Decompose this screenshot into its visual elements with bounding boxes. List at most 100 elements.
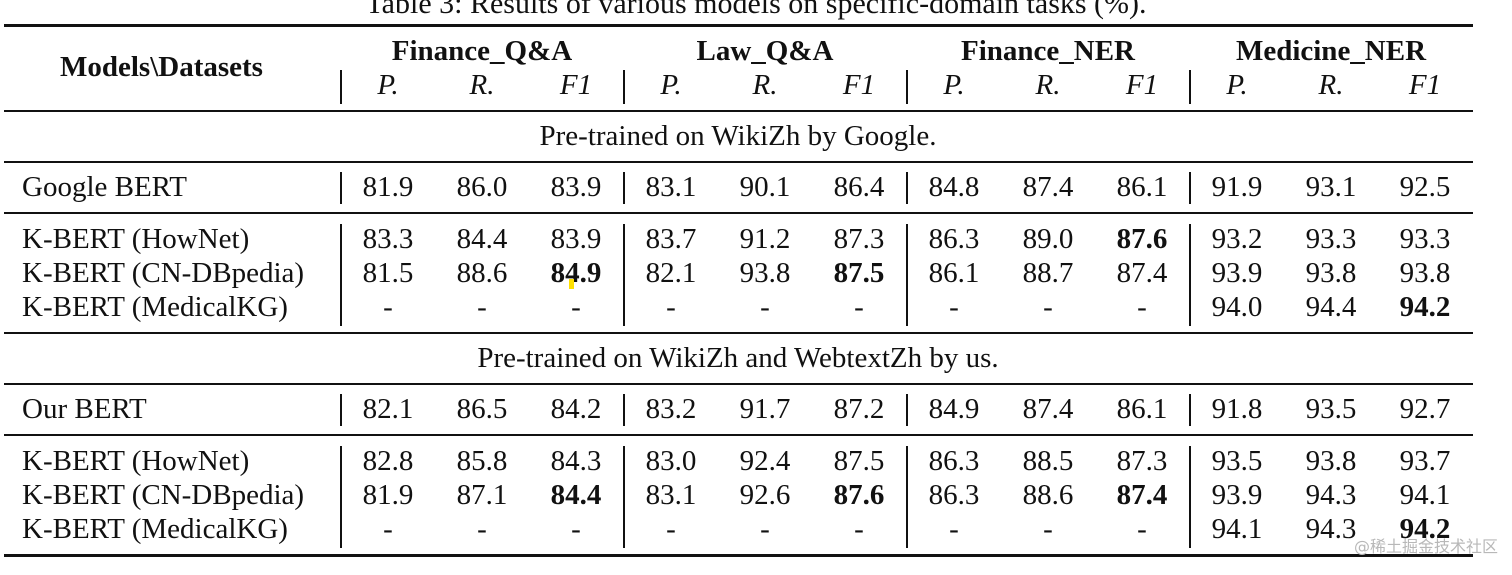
table-rule (4, 24, 1473, 27)
table-rule (4, 434, 1473, 436)
table-cell-value: 83.9 (550, 171, 602, 203)
table-cell-value: 82.8 (362, 445, 414, 477)
table-cell-value: 94.0 (1211, 291, 1263, 323)
table-cell-value: - (571, 513, 581, 545)
dataset-group-header: Medicine_NER (1235, 35, 1427, 67)
table-cell-value: 87.5 (833, 445, 885, 477)
table-rule (4, 554, 1473, 557)
table-cell-value: 86.1 (1116, 393, 1168, 425)
metric-header: R. (1035, 69, 1061, 101)
model-name: Google BERT (22, 171, 187, 203)
table-cell-value: - (1137, 513, 1147, 545)
column-separator (1189, 394, 1191, 426)
column-separator (340, 446, 342, 548)
column-separator (1189, 70, 1191, 104)
table-cell-value: 84.3 (550, 445, 602, 477)
table-cell-value: 82.1 (645, 257, 697, 289)
table-cell-value: 88.6 (456, 257, 508, 289)
table-cell-value: 91.2 (739, 223, 791, 255)
table-cell-value: 87.3 (833, 223, 885, 255)
table-cell-value: 91.9 (1211, 171, 1263, 203)
column-separator (340, 224, 342, 326)
table-cell-value: 92.6 (739, 479, 791, 511)
model-name: K-BERT (HowNet) (22, 445, 250, 477)
column-separator (623, 446, 625, 548)
table-cell-value: 86.4 (833, 171, 885, 203)
table-cell-value: 87.4 (1022, 171, 1074, 203)
table-cell-value: - (854, 513, 864, 545)
table-cell-value: 83.3 (362, 223, 414, 255)
table-cell-value: 83.2 (645, 393, 697, 425)
table-cell-value: 86.1 (928, 257, 980, 289)
column-separator (340, 172, 342, 204)
table-cell-value: - (760, 291, 770, 323)
column-separator (1189, 224, 1191, 326)
table-cell-value: - (666, 513, 676, 545)
table-cell-value: 94.2 (1399, 291, 1451, 323)
highlight-mark (569, 279, 574, 289)
metric-header: P. (377, 69, 399, 101)
metric-header: F1 (1125, 69, 1159, 101)
table-cell-value: 83.7 (645, 223, 697, 255)
table-cell-value: 81.9 (362, 479, 414, 511)
table-cell-value: 94.1 (1399, 479, 1451, 511)
model-name: K-BERT (HowNet) (22, 223, 250, 255)
models-datasets-header: Models\Datasets (60, 51, 263, 83)
table-cell-value: 83.1 (645, 479, 697, 511)
dataset-group-header: Finance_Q&A (391, 35, 573, 67)
table-cell-value: 91.8 (1211, 393, 1263, 425)
column-separator (906, 446, 908, 548)
table-cell-value: 94.2 (1399, 513, 1451, 545)
column-separator (906, 394, 908, 426)
table-cell-value: 83.9 (550, 223, 602, 255)
model-name: K-BERT (CN-DBpedia) (22, 479, 305, 511)
table-cell-value: 81.5 (362, 257, 414, 289)
section-label: Pre-trained on WikiZh and WebtextZh by u… (477, 342, 999, 374)
table-cell-value: 87.4 (1116, 479, 1168, 511)
table-cell-value: 86.3 (928, 445, 980, 477)
table-cell-value: - (949, 513, 959, 545)
table-cell-value: 87.3 (1116, 445, 1168, 477)
table-cell-value: 93.1 (1305, 171, 1357, 203)
table-cell-value: 84.4 (550, 479, 602, 511)
table-cell-value: 93.8 (739, 257, 791, 289)
table-caption: Table 3: Results of various models on sp… (365, 0, 1147, 20)
table-cell-value: 88.6 (1022, 479, 1074, 511)
table-cell-value: 94.1 (1211, 513, 1263, 545)
table-cell-value: 93.8 (1305, 445, 1357, 477)
table-cell-value: 84.9 (928, 393, 980, 425)
column-separator (1189, 172, 1191, 204)
table-cell-value: - (949, 291, 959, 323)
table-cell-value: 84.9 (550, 257, 602, 289)
column-separator (340, 70, 342, 104)
table-cell-value: - (383, 513, 393, 545)
table-cell-value: 88.5 (1022, 445, 1074, 477)
table-rule (4, 383, 1473, 385)
table-cell-value: 93.9 (1211, 257, 1263, 289)
section-label: Pre-trained on WikiZh by Google. (539, 120, 937, 152)
table-cell-value: - (477, 513, 487, 545)
column-separator (623, 172, 625, 204)
table-cell-value: 90.1 (739, 171, 791, 203)
table-cell-value: 86.5 (456, 393, 508, 425)
table-rule (4, 212, 1473, 214)
table-rule (4, 161, 1473, 163)
metric-header: R. (1318, 69, 1344, 101)
table-cell-value: 86.3 (928, 479, 980, 511)
table-cell-value: 86.0 (456, 171, 508, 203)
dataset-group-header: Law_Q&A (696, 35, 834, 67)
table-cell-value: 93.8 (1305, 257, 1357, 289)
table-cell-value: 87.6 (833, 479, 885, 511)
watermark: @稀土掘金技术社区 (1353, 537, 1498, 556)
table-cell-value: 92.5 (1399, 171, 1451, 203)
column-separator (623, 70, 625, 104)
table-cell-value: 82.1 (362, 393, 414, 425)
table-cell-value: 93.5 (1305, 393, 1357, 425)
table-cell-value: - (760, 513, 770, 545)
table-cell-value: - (1137, 291, 1147, 323)
table-cell-value: - (1043, 291, 1053, 323)
table-cell-value: 86.3 (928, 223, 980, 255)
column-separator (623, 224, 625, 326)
metric-header: R. (752, 69, 778, 101)
metric-header: R. (469, 69, 495, 101)
